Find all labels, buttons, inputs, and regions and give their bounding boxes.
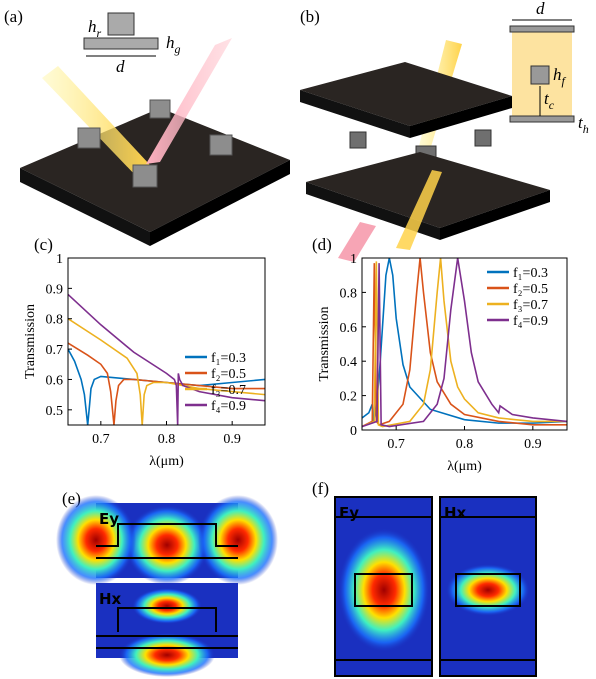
x-axis-label: λ(μm): [149, 454, 184, 469]
top-layer: [509, 25, 575, 33]
field-lobe: [56, 495, 136, 585]
panel-e: (e) Ey Hx: [56, 489, 278, 677]
beam-pink: [146, 38, 232, 164]
h-f-label: hf: [553, 65, 567, 88]
x-tick-label: 0.7: [387, 437, 405, 452]
series-line: [68, 293, 265, 425]
chart-d: 0 0.2 0.4 0.6 0.8 1 0.7 0.8 0.9 λ(μm) Transmission…: [317, 252, 568, 474]
y-axis-label: Transmission: [317, 307, 332, 382]
panel-a: (a) hr hg d: [4, 7, 290, 246]
d-label: d: [536, 0, 545, 18]
field-lobe: [132, 588, 202, 624]
d-label: d: [116, 57, 125, 76]
structure-outline: [455, 573, 521, 607]
h-r-base: h: [88, 17, 97, 36]
y-tick-label: 0.6: [340, 321, 358, 336]
bottom-layer: [509, 115, 575, 123]
plate-side: [150, 160, 290, 246]
x-axis-label: λ(μm): [447, 459, 482, 474]
t-c-label: tc: [544, 89, 555, 112]
t-c-base: t: [544, 89, 550, 108]
panel-label: (b): [300, 7, 320, 26]
panel-b: (b) d hf tc th: [300, 0, 589, 262]
h-f-base: h: [553, 65, 562, 84]
legend-label: f₁=0.3: [513, 266, 548, 281]
t-h-base: t: [578, 113, 584, 132]
y-tick-label: 0.8: [46, 313, 64, 328]
series-line: [362, 258, 567, 428]
h-f-sub: f: [562, 74, 567, 88]
series-line: [362, 258, 567, 428]
field-lobe: [446, 564, 530, 616]
t-h-label: th: [578, 113, 589, 136]
panel-label: (d): [312, 235, 332, 254]
x-tick-label: 0.8: [456, 437, 474, 452]
h-r-sub: r: [97, 26, 102, 40]
panel-label: (f): [312, 479, 329, 498]
grating: [83, 37, 159, 50]
field-lobe: [119, 633, 215, 677]
y-tick-label: 1: [56, 252, 63, 267]
ridge: [107, 12, 135, 36]
field-label: Hx: [444, 504, 467, 522]
t-c-sub: c: [549, 98, 555, 112]
y-tick-label: 0.7: [46, 343, 64, 358]
x-tick-label: 0.9: [223, 432, 241, 447]
panel-label: (a): [4, 7, 23, 26]
y-axis-label: Transmission: [23, 304, 38, 379]
series-line: [68, 342, 265, 425]
cubes: [77, 99, 233, 188]
chart-c: 0.5 0.6 0.7 0.8 0.9 1 0.7 0.8 0.9 λ(μm) Transmissi…: [23, 252, 266, 469]
pillar: [530, 65, 550, 85]
y-tick-label: 0.8: [340, 286, 358, 301]
y-tick-label: 0.6: [46, 373, 64, 388]
series-line: [362, 258, 567, 424]
legend-label: f₂=0.5: [513, 282, 548, 297]
h-g-base: h: [166, 33, 175, 52]
y-tick-label: 0.9: [46, 282, 64, 297]
plate-side: [300, 90, 410, 138]
x-tick-label: 0.9: [524, 437, 542, 452]
legend-label: f₃=0.7: [513, 298, 548, 313]
legend-label: f₄=0.9: [513, 314, 548, 329]
structure-outline: [96, 523, 238, 559]
structure-outline: [96, 607, 238, 649]
legend-label: f₂=0.5: [211, 367, 246, 382]
plate-side: [410, 96, 512, 138]
plate-side: [440, 190, 550, 240]
y-tick-label: 0: [350, 424, 357, 439]
beam-pink: [338, 222, 376, 262]
beam-yellow: [42, 66, 150, 178]
y-tick-label: 1: [350, 252, 357, 267]
field-lobe: [125, 505, 209, 585]
y-tick-label: 0.2: [340, 390, 358, 405]
y-tick-label: 0.5: [46, 404, 64, 419]
h-r-label: hr: [88, 17, 102, 40]
y-tick-label: 0.4: [340, 355, 358, 370]
legend-label: f₃=0.7: [211, 383, 246, 398]
h-g-sub: g: [175, 42, 181, 56]
structure-outline: [354, 573, 413, 607]
field-label: Ey: [339, 504, 359, 522]
legend-label: f₁=0.3: [211, 351, 246, 366]
h-g-label: hg: [166, 33, 181, 56]
legend-label: f₄=0.9: [211, 399, 246, 414]
panel-f: (f) Ey Hx: [312, 479, 537, 677]
t-h-sub: h: [583, 122, 589, 136]
top-plate: [300, 62, 512, 126]
field-lobe: [198, 495, 278, 585]
field-lobe: [338, 528, 430, 652]
field-label: Hx: [99, 590, 122, 608]
field-label: Ey: [99, 510, 119, 528]
panel-label: (c): [34, 235, 53, 254]
plate-side: [20, 168, 150, 246]
beam-yellow: [396, 170, 442, 250]
x-tick-label: 0.8: [158, 432, 176, 447]
x-tick-label: 0.7: [92, 432, 110, 447]
